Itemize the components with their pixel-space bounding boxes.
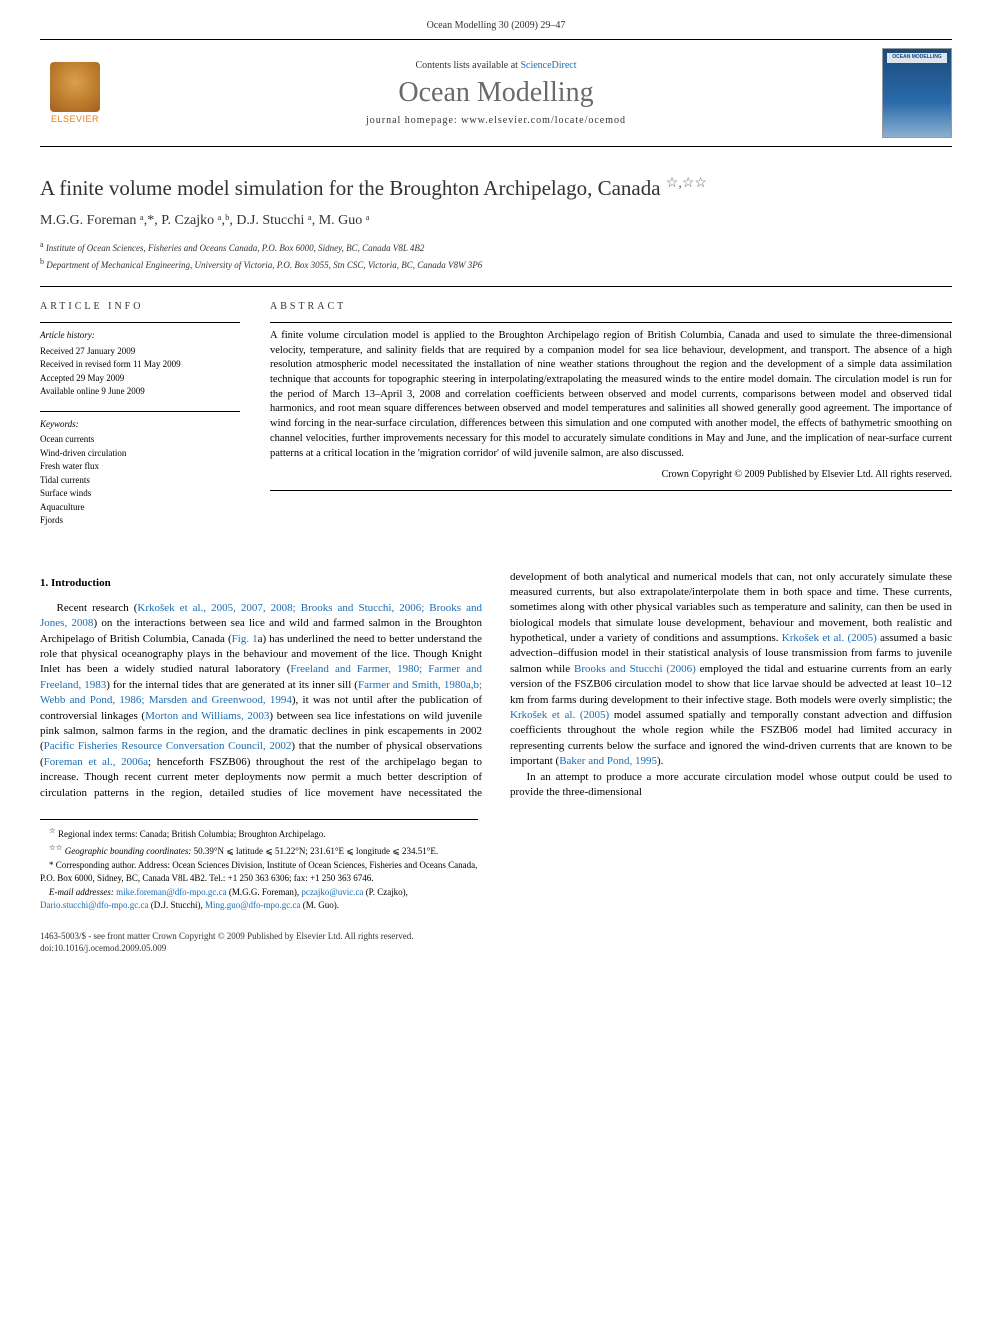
keyword: Aquaculture — [40, 501, 240, 515]
authors-line: M.G.G. Foreman ᵃ,*, P. Czajko ᵃ,ᵇ, D.J. … — [40, 213, 952, 229]
body-paragraph: Recent research (Krkošek et al., 2005, 2… — [40, 570, 952, 801]
keyword: Tidal currents — [40, 474, 240, 488]
title-footnote-markers: ☆,☆☆ — [666, 176, 707, 191]
affiliations: a Institute of Ocean Sciences, Fisheries… — [40, 239, 952, 272]
abstract-heading: ABSTRACT — [270, 301, 952, 312]
journal-homepage: journal homepage: www.elsevier.com/locat… — [110, 115, 882, 126]
citation-link[interactable]: Brooks and Stucchi (2006) — [574, 663, 696, 675]
sciencedirect-link[interactable]: ScienceDirect — [520, 60, 576, 71]
section-1-heading: 1. Introduction — [40, 576, 482, 591]
citation-link[interactable]: Foreman et al., 2006a — [44, 756, 148, 768]
header-center: Contents lists available at ScienceDirec… — [110, 48, 882, 138]
article-title: A finite volume model simulation for the… — [40, 175, 952, 201]
abstract-copyright: Crown Copyright © 2009 Published by Else… — [270, 469, 952, 491]
history-item: Available online 9 June 2009 — [40, 385, 240, 399]
journal-cover-thumbnail: OCEAN MODELLING — [882, 48, 952, 138]
abstract-text: A finite volume circulation model is app… — [270, 322, 952, 461]
elsevier-logo: ELSEVIER — [40, 48, 110, 138]
footnote-bounding: ☆☆ Geographic bounding coordinates: 50.3… — [40, 843, 478, 858]
history-label: Article history: — [40, 329, 240, 343]
body-two-column: 1. Introduction Recent research (Krkošek… — [40, 570, 952, 801]
article-history-block: Article history: Received 27 January 200… — [40, 322, 240, 399]
elsevier-tree-icon — [50, 62, 100, 112]
email-link[interactable]: Ming.guo@dfo-mpo.gc.ca — [205, 900, 301, 910]
email-link[interactable]: pczajko@uvic.ca — [301, 887, 363, 897]
footnotes-block: ☆ Regional index terms: Canada; British … — [40, 819, 478, 912]
figure-link[interactable]: Fig. 1 — [232, 633, 258, 645]
journal-title: Ocean Modelling — [110, 77, 882, 109]
affiliation-a: a Institute of Ocean Sciences, Fisheries… — [40, 239, 952, 256]
keyword: Fjords — [40, 514, 240, 528]
journal-header-box: ELSEVIER Contents lists available at Sci… — [40, 40, 952, 147]
citation-link[interactable]: Krkošek et al. (2005) — [782, 632, 877, 644]
elsevier-label: ELSEVIER — [51, 114, 99, 124]
running-head: Ocean Modelling 30 (2009) 29–47 — [40, 20, 952, 31]
keywords-label: Keywords: — [40, 418, 240, 432]
footer-doi: doi:10.1016/j.ocemod.2009.05.009 — [40, 942, 952, 955]
article-info-column: ARTICLE INFO Article history: Received 2… — [40, 301, 240, 540]
title-text: A finite volume model simulation for the… — [40, 176, 661, 200]
article-info-heading: ARTICLE INFO — [40, 301, 240, 312]
keyword: Ocean currents — [40, 433, 240, 447]
citation-link[interactable]: Morton and Williams, 2003 — [145, 710, 269, 722]
email-link[interactable]: Dario.stucchi@dfo-mpo.gc.ca — [40, 900, 149, 910]
keywords-block: Keywords: Ocean currents Wind-driven cir… — [40, 411, 240, 528]
keyword: Surface winds — [40, 487, 240, 501]
history-item: Received 27 January 2009 — [40, 345, 240, 359]
history-item: Received in revised form 11 May 2009 — [40, 358, 240, 372]
footnote-regional: ☆ Regional index terms: Canada; British … — [40, 826, 478, 841]
citation-link[interactable]: Baker and Pond, 1995 — [559, 755, 657, 767]
footnote-corresponding: * Corresponding author. Address: Ocean S… — [40, 859, 478, 884]
abstract-column: ABSTRACT A finite volume circulation mod… — [270, 301, 952, 540]
keyword: Fresh water flux — [40, 460, 240, 474]
affiliation-b: b Department of Mechanical Engineering, … — [40, 256, 952, 273]
citation-link[interactable]: Krkošek et al. (2005) — [510, 709, 609, 721]
footer-copyright: 1463-5003/$ - see front matter Crown Cop… — [40, 930, 952, 955]
footer-front-matter: 1463-5003/$ - see front matter Crown Cop… — [40, 930, 952, 943]
history-item: Accepted 29 May 2009 — [40, 372, 240, 386]
footnote-emails: E-mail addresses: mike.foreman@dfo-mpo.g… — [40, 886, 478, 911]
citation-link[interactable]: Pacific Fisheries Resource Conversation … — [44, 740, 292, 752]
keyword: Wind-driven circulation — [40, 447, 240, 461]
body-paragraph: In an attempt to produce a more accurate… — [510, 770, 952, 801]
contents-available-line: Contents lists available at ScienceDirec… — [110, 60, 882, 71]
contents-prefix: Contents lists available at — [415, 60, 520, 71]
cover-label: OCEAN MODELLING — [883, 54, 951, 60]
email-link[interactable]: mike.foreman@dfo-mpo.gc.ca — [116, 887, 227, 897]
info-abstract-row: ARTICLE INFO Article history: Received 2… — [40, 286, 952, 540]
